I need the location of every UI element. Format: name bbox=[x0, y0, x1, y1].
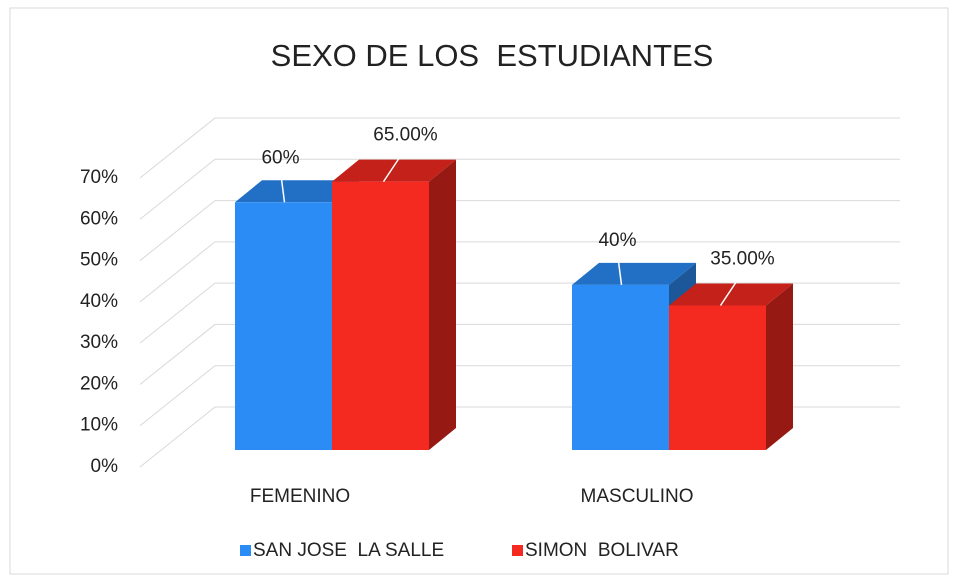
grid-line bbox=[139, 117, 900, 179]
legend-label: SAN JOSE LA SALLE bbox=[253, 540, 444, 561]
bar bbox=[572, 284, 669, 450]
bar-side bbox=[766, 283, 793, 450]
grid-line bbox=[139, 200, 900, 261]
grid-line bbox=[139, 158, 900, 220]
bar-side bbox=[429, 159, 456, 450]
legend-swatch bbox=[240, 545, 251, 556]
data-label: 35.00% bbox=[710, 249, 775, 270]
data-label: 65.00% bbox=[373, 125, 438, 146]
y-tick-label: 0% bbox=[91, 456, 119, 477]
data-label: 60% bbox=[261, 147, 299, 168]
grid-line bbox=[139, 241, 900, 303]
bar bbox=[669, 305, 766, 450]
y-tick-label: 70% bbox=[80, 167, 118, 188]
leader-line bbox=[616, 253, 623, 285]
data-label: 40% bbox=[598, 230, 636, 251]
y-tick-label: 30% bbox=[80, 332, 118, 353]
y-tick-label: 20% bbox=[80, 373, 118, 394]
leader-line bbox=[382, 148, 407, 183]
bar bbox=[332, 181, 429, 450]
chart-frame bbox=[9, 7, 949, 575]
bar bbox=[235, 202, 332, 450]
leader-line bbox=[279, 171, 286, 203]
bar-top bbox=[572, 262, 696, 285]
y-tick-label: 50% bbox=[80, 250, 118, 271]
x-tick-label: MASCULINO bbox=[581, 486, 694, 507]
bar-top bbox=[332, 159, 456, 182]
y-tick-label: 10% bbox=[80, 415, 118, 436]
legend-swatch bbox=[512, 545, 523, 556]
chart-title: SEXO DE LOS ESTUDIANTES bbox=[271, 38, 714, 73]
bar-top bbox=[235, 180, 359, 203]
y-tick-label: 60% bbox=[80, 208, 118, 229]
x-tick-label: FEMENINO bbox=[250, 486, 350, 507]
legend-label: SIMON BOLIVAR bbox=[525, 540, 679, 561]
y-tick-label: 40% bbox=[80, 291, 118, 312]
bar-top bbox=[669, 283, 793, 306]
leader-line bbox=[719, 272, 744, 306]
